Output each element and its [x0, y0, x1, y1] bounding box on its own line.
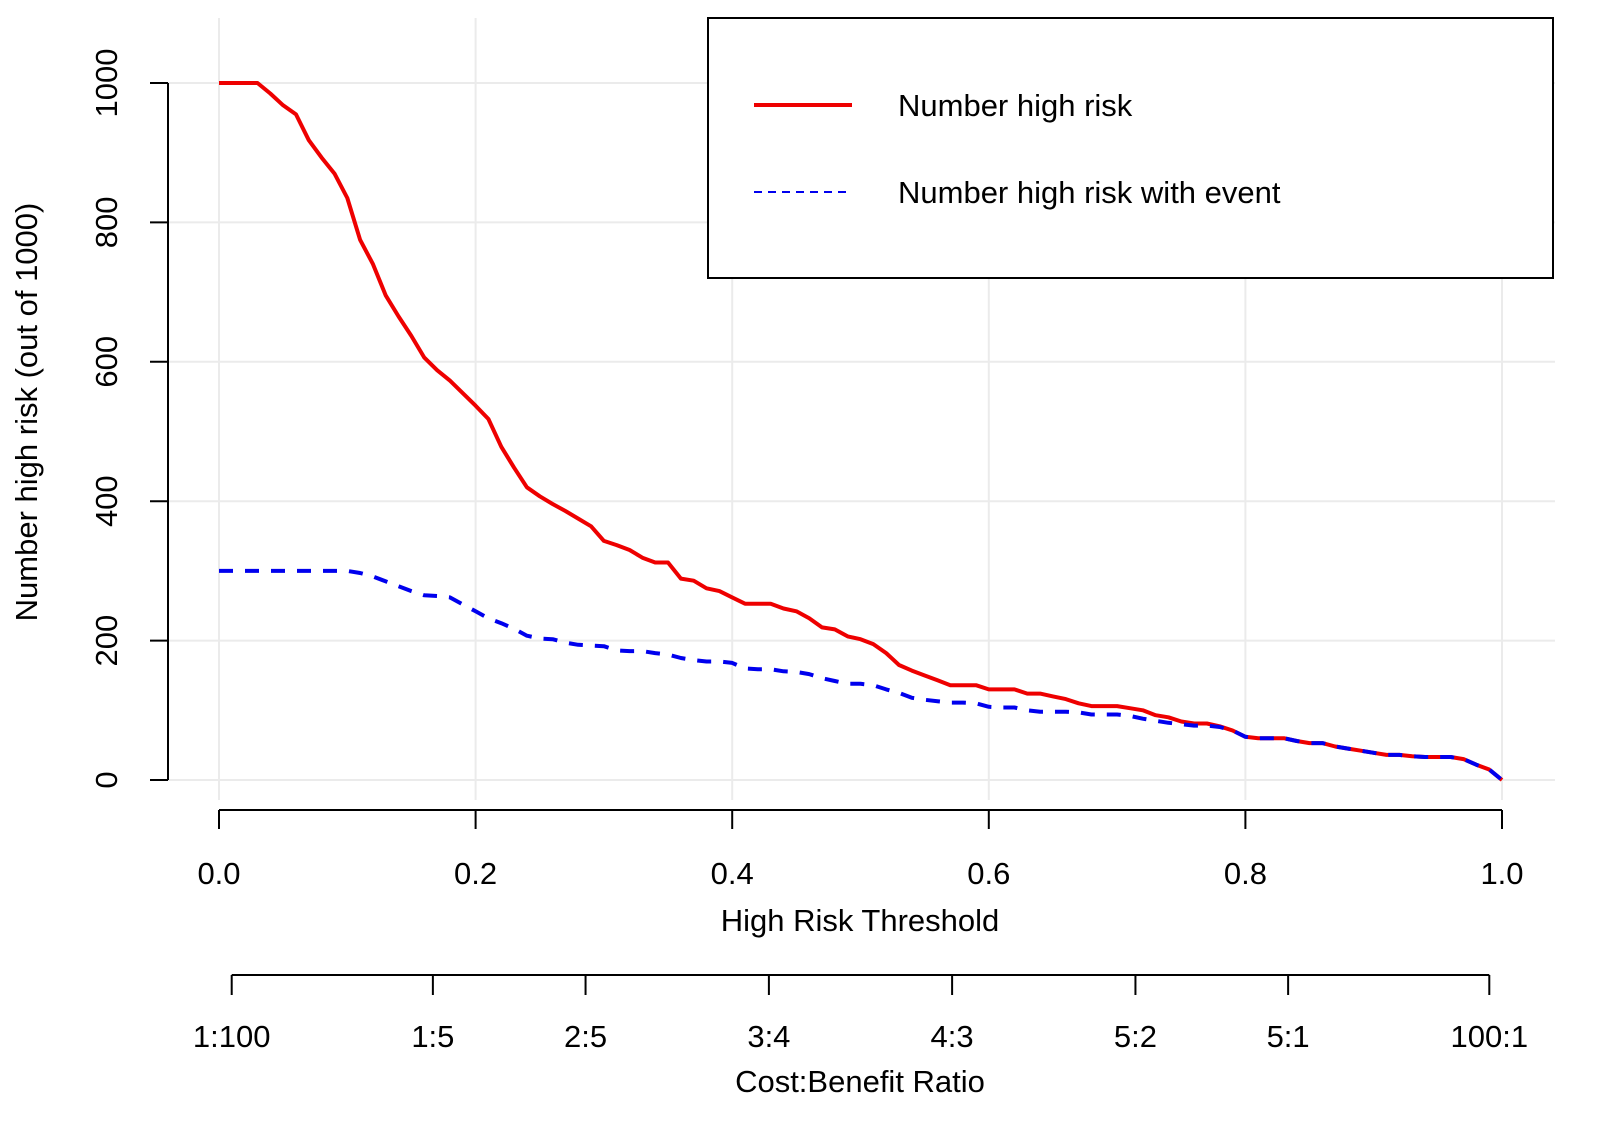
legend-box — [707, 17, 1554, 279]
cost-benefit-tick-label: 2:5 — [564, 1019, 607, 1054]
legend-label-number-high-risk: Number high risk — [898, 88, 1133, 123]
y-tick-label: 600 — [89, 336, 124, 388]
cost-benefit-tick-label: 5:2 — [1114, 1019, 1157, 1054]
x-axis-title: High Risk Threshold — [721, 903, 1000, 938]
y-tick-label: 200 — [89, 615, 124, 667]
y-axis-title: Number high risk (out of 1000) — [9, 203, 44, 622]
x-tick-label: 0.2 — [454, 856, 497, 891]
x-tick-label: 0.8 — [1224, 856, 1267, 891]
cost-benefit-tick-label: 100:1 — [1451, 1019, 1529, 1054]
x-tick-label: 0.6 — [967, 856, 1010, 891]
x-tick-label: 0.4 — [711, 856, 754, 891]
cost-benefit-tick-label: 1:5 — [411, 1019, 454, 1054]
x-axis: 0.0 0.2 0.4 0.6 0.8 1.0 — [197, 809, 1524, 891]
y-axis: 0 200 400 600 800 1000 — [89, 49, 169, 789]
y-tick-label: 1000 — [89, 49, 124, 118]
cost-benefit-tick-label: 1:100 — [193, 1019, 271, 1054]
cost-benefit-tick-label: 5:1 — [1267, 1019, 1310, 1054]
legend: Number high risk Number high risk with e… — [707, 17, 1554, 279]
cost-benefit-tick-label: 3:4 — [747, 1019, 790, 1054]
legend-label-number-high-risk-with-event: Number high risk with event — [898, 175, 1281, 210]
cost-benefit-axis: 1:100 1:5 2:5 3:4 4:3 5:2 5:1 100:1 — [193, 974, 1529, 1054]
line-number-high-risk-with-event — [219, 568, 1504, 782]
y-tick-label: 800 — [89, 197, 124, 249]
x-tick-label: 0.0 — [197, 856, 240, 891]
x-tick-label: 1.0 — [1480, 856, 1523, 891]
cost-benefit-axis-title: Cost:Benefit Ratio — [735, 1064, 985, 1099]
series-lines — [219, 81, 1504, 782]
y-tick-label: 0 — [89, 771, 124, 788]
cost-benefit-tick-label: 4:3 — [931, 1019, 974, 1054]
y-tick-label: 400 — [89, 475, 124, 527]
